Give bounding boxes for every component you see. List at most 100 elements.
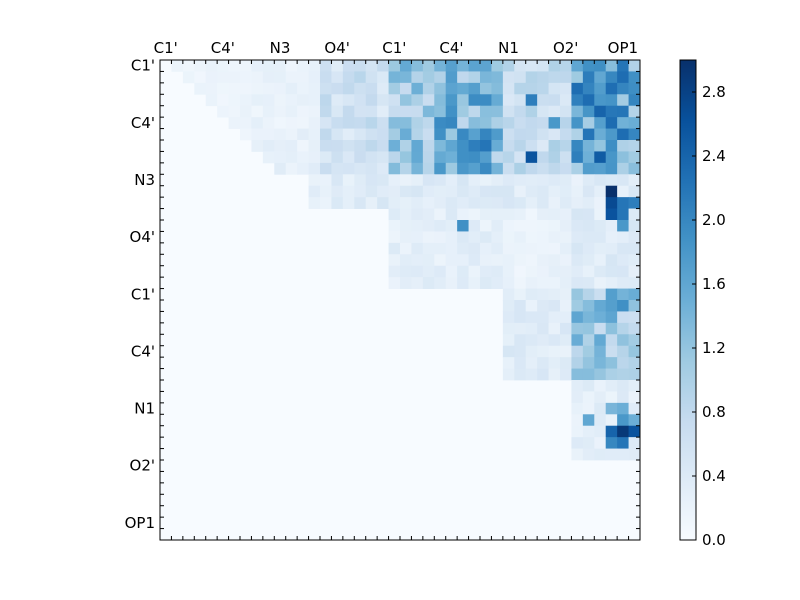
heatmap-cell	[377, 185, 389, 198]
heatmap-cell	[331, 60, 344, 72]
heatmap-cell	[457, 185, 469, 198]
heatmap-cell	[251, 82, 264, 95]
heatmap-cell	[411, 151, 424, 164]
heatmap-cell	[628, 197, 641, 209]
heatmap-cell	[605, 437, 618, 449]
heatmap-cell	[400, 231, 412, 244]
heatmap-cell	[480, 242, 492, 255]
heatmap-cell	[502, 82, 515, 95]
heatmap-cell	[365, 151, 378, 164]
heatmap-cell	[560, 162, 572, 175]
heatmap-cell	[320, 185, 332, 198]
heatmap-cell	[262, 71, 275, 84]
heatmap-cell	[537, 322, 549, 335]
heatmap-cell	[388, 94, 401, 107]
heatmap-cell	[617, 380, 629, 392]
heatmap-cell	[468, 185, 481, 198]
heatmap-cell	[457, 140, 469, 152]
heatmap-cell	[422, 220, 435, 232]
heatmap-cell	[502, 231, 515, 244]
heatmap-cell	[297, 151, 309, 164]
heatmap-cell	[297, 71, 309, 84]
heatmap-cell	[194, 82, 207, 95]
heatmap-cell	[388, 174, 401, 187]
heatmap-cell	[320, 140, 332, 152]
heatmap-cell	[560, 105, 572, 118]
heatmap-cell	[617, 174, 629, 187]
heatmap-cell	[594, 265, 607, 278]
heatmap-cell	[411, 220, 424, 232]
heatmap-cell	[571, 94, 584, 107]
heatmap-cell	[422, 277, 435, 289]
heatmap-cell	[605, 117, 618, 129]
heatmap-cell	[548, 368, 561, 381]
heatmap-cell	[514, 220, 527, 232]
heatmap-cell	[514, 242, 527, 255]
heatmap-cell	[320, 82, 332, 95]
heatmap-cell	[594, 437, 607, 449]
heatmap-cell	[400, 174, 412, 187]
heatmap-cell	[548, 311, 561, 324]
heatmap-cell	[342, 162, 355, 175]
heatmap-cell	[388, 162, 401, 175]
heatmap-cell	[582, 311, 595, 324]
heatmap-cell	[274, 105, 287, 118]
heatmap-cell	[457, 128, 469, 141]
heatmap-cell	[422, 94, 435, 107]
heatmap-cell	[537, 254, 549, 267]
heatmap-cell	[617, 322, 629, 335]
heatmap-cell	[582, 357, 595, 369]
heatmap-cell	[422, 151, 435, 164]
heatmap-cell	[434, 185, 447, 198]
heatmap-cell	[514, 322, 527, 335]
heatmap-cell	[514, 197, 527, 209]
heatmap-cell	[457, 94, 469, 107]
heatmap-cell	[571, 231, 584, 244]
heatmap-cell	[468, 208, 481, 221]
heatmap-cell	[617, 117, 629, 129]
heatmap-cell	[548, 162, 561, 175]
heatmap-cell	[331, 140, 344, 152]
heatmap-cell	[434, 117, 447, 129]
heatmap-cell	[502, 300, 515, 312]
axis-ticks	[160, 60, 640, 540]
heatmap-cell	[365, 60, 378, 72]
heatmap-cell	[411, 185, 424, 198]
heatmap-cell	[605, 414, 618, 427]
heatmap-cell	[525, 151, 538, 164]
heatmap-cell	[297, 82, 309, 95]
heatmap-cell	[457, 208, 469, 221]
heatmap-cell	[342, 82, 355, 95]
heatmap-cell	[491, 82, 504, 95]
heatmap-cell	[594, 231, 607, 244]
heatmap-cell	[548, 174, 561, 187]
heatmap-cell	[308, 94, 321, 107]
heatmap-cell	[605, 334, 618, 347]
heatmap-cell	[582, 300, 595, 312]
heatmap-cell	[411, 140, 424, 152]
y-tick-label: N1	[134, 400, 155, 418]
heatmap-cell	[365, 94, 378, 107]
heatmap-cell	[354, 140, 367, 152]
heatmap-cell	[422, 128, 435, 141]
heatmap-cell	[480, 151, 492, 164]
heatmap-cell	[582, 105, 595, 118]
heatmap-cell	[594, 300, 607, 312]
heatmap-cell	[628, 322, 641, 335]
heatmap-cell	[240, 117, 252, 129]
heatmap-cell	[468, 231, 481, 244]
heatmap-cell	[434, 174, 447, 187]
heatmap-cell	[342, 60, 355, 72]
heatmap-cell	[388, 208, 401, 221]
heatmap-cell	[525, 208, 538, 221]
heatmap-cell	[548, 128, 561, 141]
heatmap-cell	[525, 197, 538, 209]
heatmap-cell	[377, 105, 389, 118]
heatmap-cell	[548, 197, 561, 209]
heatmap-cell	[525, 185, 538, 198]
heatmap-cell	[468, 151, 481, 164]
heatmap-cell	[582, 128, 595, 141]
heatmap-cell	[582, 231, 595, 244]
heatmap-cell	[537, 174, 549, 187]
heatmap-cell	[434, 140, 447, 152]
